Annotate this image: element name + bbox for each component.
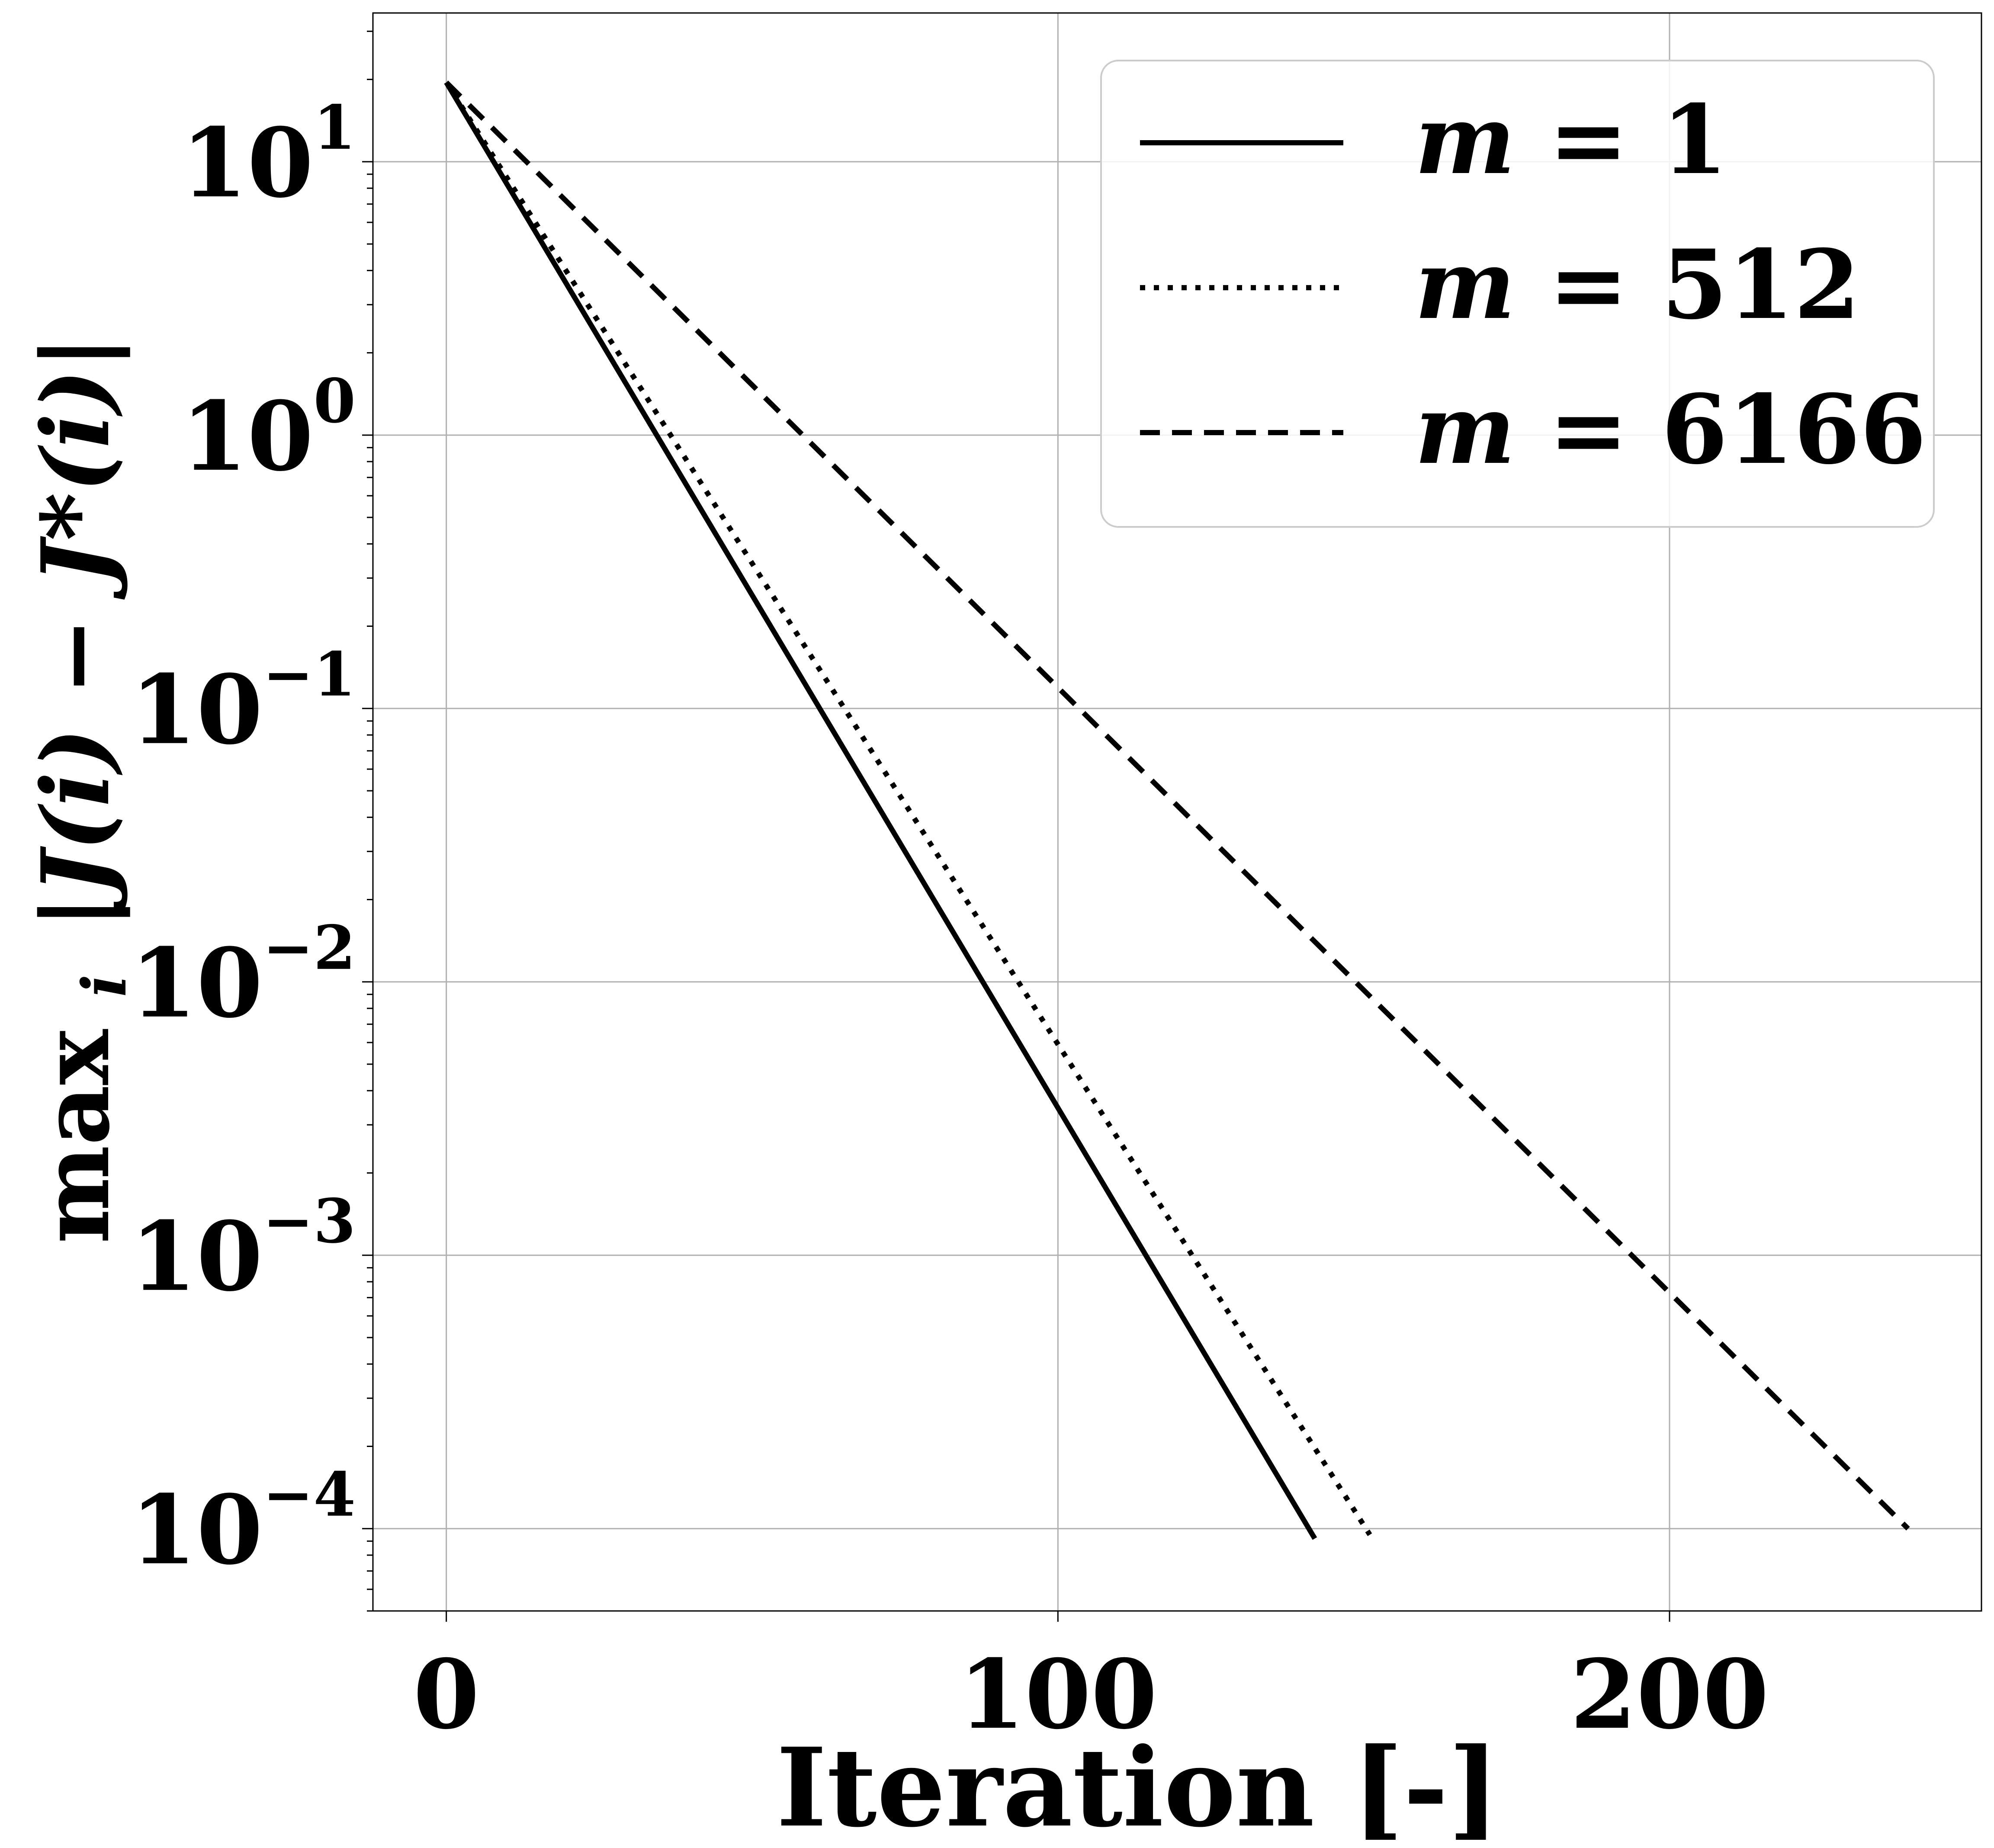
y-tick-label: 10−3 [130,1186,356,1312]
x-tick-label: 200 [1570,1638,1769,1750]
y-tick-label: 101 [181,93,356,219]
y-axis-label-expression: |J(i) − J*(i)| [21,335,130,929]
x-tick-label: 0 [413,1638,479,1750]
y-tick-label: 100 [181,366,356,492]
legend: m = 1 m = 512 m = 6166 [1100,60,1935,528]
legend-label-3: m = 6166 [1415,373,1927,485]
y-tick-labels: 101 100 10−1 10−2 10−3 10−4 [130,93,356,1586]
plot-area-frame [372,12,1982,1612]
series-line-2 [444,81,1372,1537]
y-axis-label-subscript: i [69,974,140,997]
x-axis-label: Iteration [-] [776,1724,1500,1848]
y-tick-label: 10−1 [130,639,356,766]
svg-text:max i |J(i) − J*(i: max i |J(i) − J*(i)| [21,335,148,1244]
y-minor-ticks [367,30,373,1612]
y-axis-label: max i |J(i) − J*(i)| [21,335,148,1244]
x-tick-labels: 0 100 200 [413,1638,1769,1750]
series-line-3 [444,80,1910,1531]
series-lines [444,80,1910,1540]
legend-label-1: m = 1 [1415,83,1727,196]
y-axis-label-prefix: max [21,1029,130,1244]
legend-box [1100,60,1935,528]
y-tick-label: 10−2 [130,913,356,1039]
x-tick-label: 100 [959,1638,1157,1750]
series-line-1 [444,81,1317,1540]
legend-label-2: m = 512 [1415,228,1860,340]
y-tick-label: 10−4 [130,1460,356,1586]
